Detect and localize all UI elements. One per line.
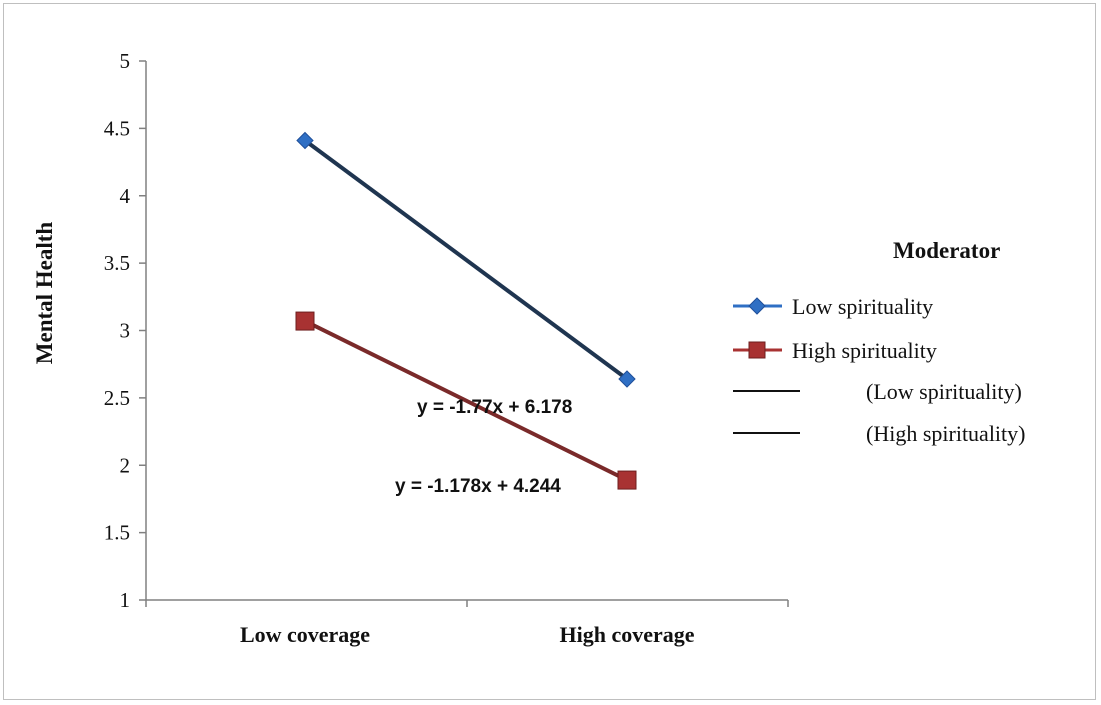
legend-label-high-spirituality: High spirituality: [792, 338, 937, 363]
y-tick-label: 2.5: [104, 386, 130, 410]
y-tick-label: 3.5: [104, 251, 130, 275]
chart-frame: [3, 3, 1096, 700]
trendline-equation-low-spirituality: y = -1.77x + 6.178: [417, 397, 572, 418]
data-point-low-spirituality: [618, 370, 636, 388]
y-tick-label: 1.5: [104, 521, 130, 545]
y-tick-label: 2: [120, 453, 131, 477]
legend-item-trend-low: (Low spirituality): [733, 379, 1022, 404]
legend-diamond-marker-icon: [748, 297, 766, 315]
x-axis-ticks: [145, 600, 789, 607]
legend-item-trend-high: (High spirituality): [733, 421, 1025, 446]
data-point-low-spirituality: [296, 131, 314, 150]
data-point-high-spirituality: [617, 470, 637, 490]
legend-title: Moderator: [893, 238, 1000, 263]
legend-item-low-spirituality: Low spirituality: [733, 294, 933, 319]
legend-label-trend-low: (Low spirituality): [866, 379, 1022, 404]
x-category-low-coverage: Low coverage: [240, 622, 370, 647]
series-layer: [295, 131, 637, 490]
series-line-high-spirituality: [304, 319, 628, 482]
y-axis-ticks: 1 1.5 2 2.5 3 3.5 4 4.5 5: [104, 49, 146, 612]
y-tick-label: 1: [120, 588, 131, 612]
y-tick-label: 3: [120, 319, 131, 343]
legend-item-high-spirituality: High spirituality: [733, 338, 937, 363]
y-axis-label: Mental Health: [32, 222, 57, 365]
series-line-low-spirituality: [303, 138, 629, 381]
y-tick-label: 5: [120, 49, 131, 73]
legend-label-low-spirituality: Low spirituality: [792, 294, 933, 319]
y-tick-label: 4: [120, 184, 131, 208]
data-point-high-spirituality: [295, 311, 315, 331]
legend-label-trend-high: (High spirituality): [866, 421, 1025, 446]
x-category-high-coverage: High coverage: [559, 622, 694, 647]
trendline-equation-high-spirituality: y = -1.178x + 4.244: [395, 476, 561, 497]
legend-square-marker-icon: [748, 341, 766, 359]
y-tick-label: 4.5: [104, 116, 130, 140]
